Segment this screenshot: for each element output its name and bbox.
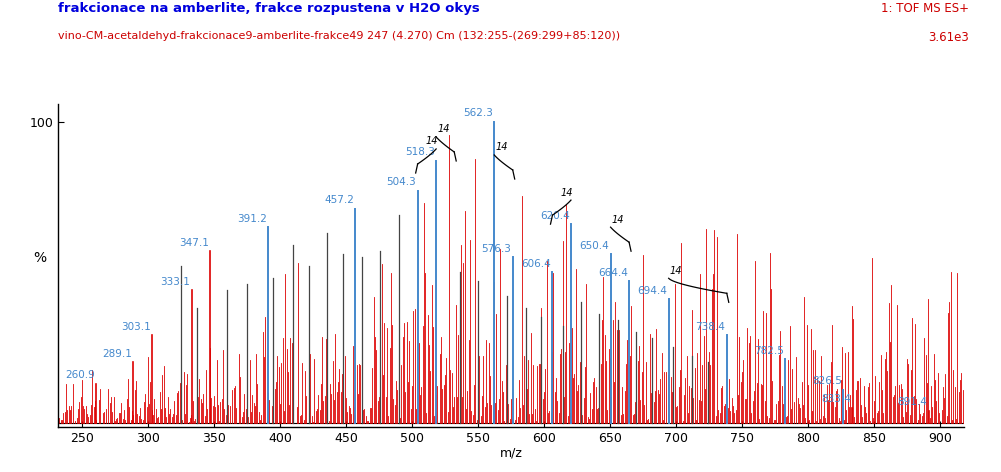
Text: 518.3: 518.3 <box>405 147 434 157</box>
Text: 14: 14 <box>425 136 438 146</box>
Text: 289.1: 289.1 <box>102 349 132 359</box>
Text: frakcionace na amberlite, frakce rozpustena v H2O okys: frakcionace na amberlite, frakce rozpust… <box>58 2 479 16</box>
Text: 14: 14 <box>561 187 573 198</box>
Text: 303.1: 303.1 <box>121 322 150 332</box>
Text: 14: 14 <box>670 266 683 276</box>
Text: 606.4: 606.4 <box>522 259 552 269</box>
Text: 826.5: 826.5 <box>812 376 842 386</box>
Text: 833.4: 833.4 <box>821 394 851 404</box>
Text: 891.4: 891.4 <box>898 397 928 407</box>
Text: 347.1: 347.1 <box>179 237 209 248</box>
Text: 391.2: 391.2 <box>237 213 267 224</box>
Text: 694.4: 694.4 <box>638 286 668 296</box>
Text: 333.1: 333.1 <box>160 277 190 287</box>
Text: 620.4: 620.4 <box>540 211 570 220</box>
Text: 664.4: 664.4 <box>598 268 628 278</box>
Text: 14: 14 <box>495 143 509 152</box>
Text: 562.3: 562.3 <box>463 108 492 118</box>
Text: 782.5: 782.5 <box>754 346 784 356</box>
Text: vino-CM-acetaldehyd-frakcionace9-amberlite-frakce49 247 (4.270) Cm (132:255-(269: vino-CM-acetaldehyd-frakcionace9-amberli… <box>58 31 621 41</box>
Text: 457.2: 457.2 <box>324 195 354 205</box>
Text: 14: 14 <box>612 215 625 225</box>
Text: 738.4: 738.4 <box>696 322 726 332</box>
Text: 650.4: 650.4 <box>580 241 610 251</box>
Y-axis label: %: % <box>33 252 46 265</box>
Text: 504.3: 504.3 <box>386 177 416 187</box>
Text: 14: 14 <box>437 125 450 135</box>
X-axis label: m/z: m/z <box>499 447 523 459</box>
Text: 576.3: 576.3 <box>481 244 512 253</box>
Text: 3.61e3: 3.61e3 <box>928 31 969 44</box>
Text: 1: TOF MS ES+: 1: TOF MS ES+ <box>881 2 969 16</box>
Text: 260.9: 260.9 <box>65 370 95 380</box>
